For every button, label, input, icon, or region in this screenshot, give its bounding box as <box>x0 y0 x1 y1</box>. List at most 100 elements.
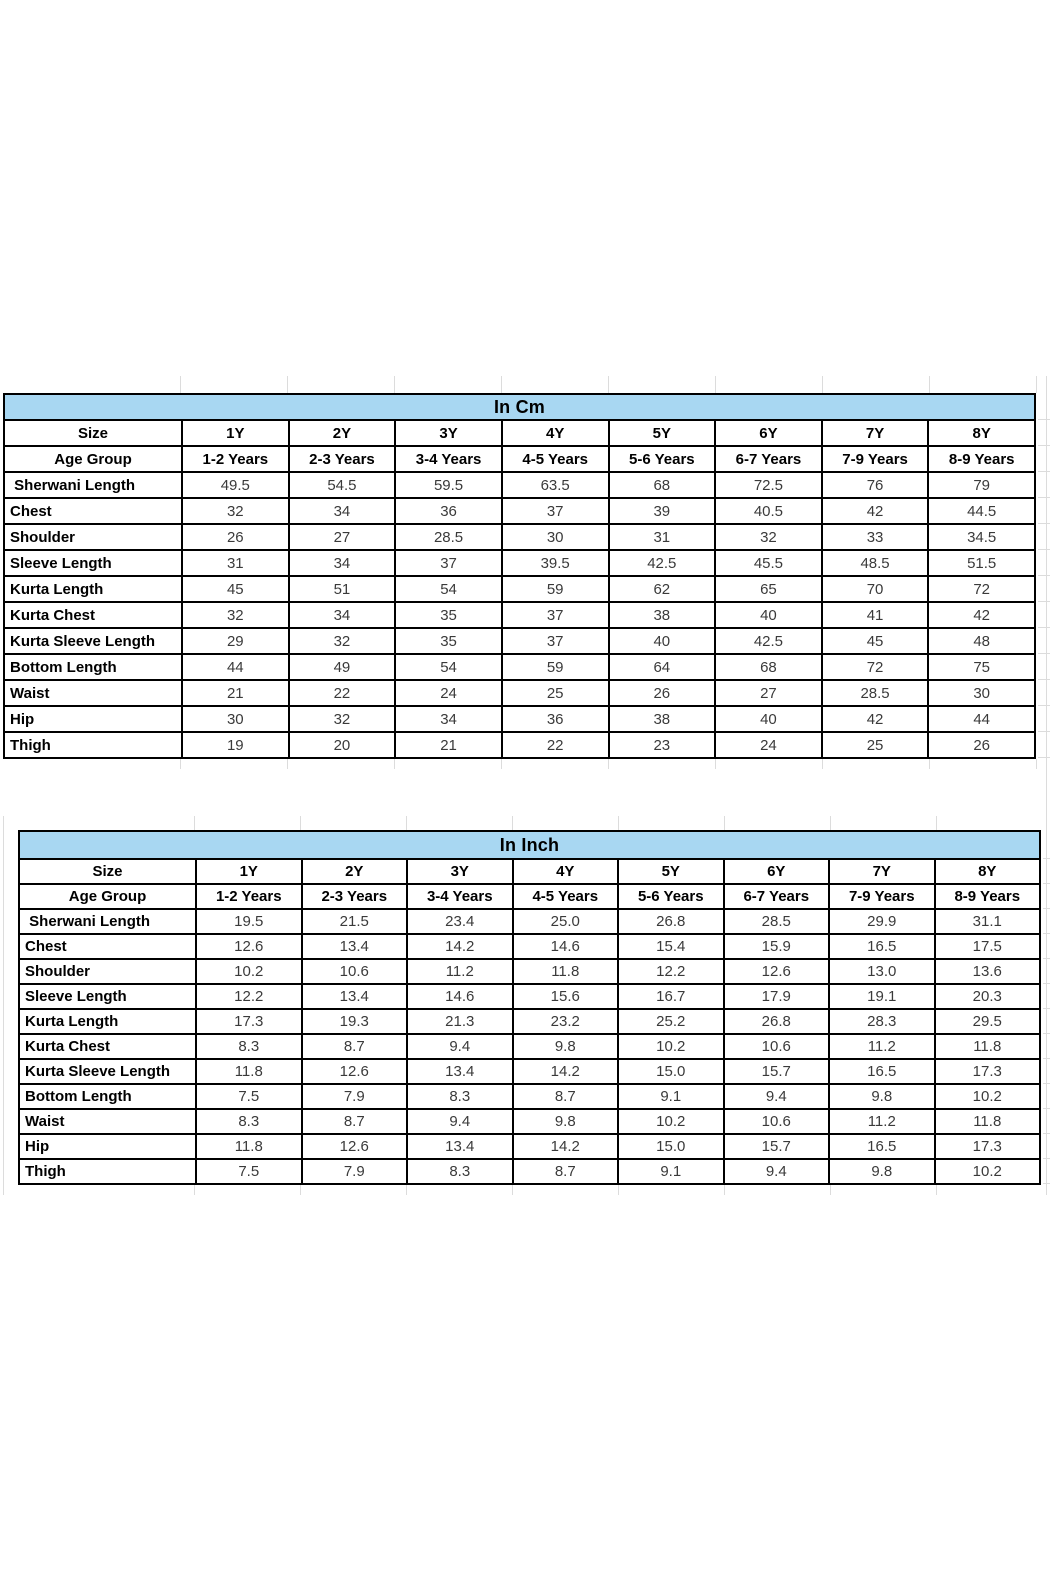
size-value-cell: 3Y <box>406 858 514 885</box>
measurement-value-cell: 7.5 <box>195 1158 303 1185</box>
measurement-value-cell: 13.4 <box>300 933 408 960</box>
size-value-cell: 8Y <box>927 419 1036 447</box>
size-row: Size 1Y 2Y 3Y 4Y 5Y 6Y 7Y 8Y <box>3 419 1036 447</box>
measurement-value-cell: 40.5 <box>714 497 823 525</box>
gridline-ticks-above-inch-table <box>194 816 1042 830</box>
measurement-value-cell: 48 <box>927 627 1036 655</box>
measurement-value-cell: 8.3 <box>195 1033 303 1060</box>
age-group-value-cell: 3-4 Years <box>394 445 503 473</box>
size-value-cell: 1Y <box>195 858 303 885</box>
measurement-value-cell: 14.2 <box>406 933 514 960</box>
measurement-value-cell: 9.4 <box>406 1108 514 1135</box>
measurement-value-cell: 75 <box>927 653 1036 681</box>
measurement-value-cell: 13.4 <box>406 1133 514 1160</box>
measurement-value-cell: 8.7 <box>511 1083 619 1110</box>
measurement-value-cell: 23 <box>607 731 717 759</box>
measurement-label-cell: Waist <box>18 1108 197 1135</box>
measurement-value-cell: 40 <box>607 627 717 655</box>
measurement-value-cell: 16.5 <box>828 1133 936 1160</box>
measurement-value-cell: 30 <box>927 679 1036 707</box>
measurement-value-cell: 30 <box>500 523 610 551</box>
age-group-label-cell: Age Group <box>18 883 197 910</box>
measurement-value-cell: 8.7 <box>511 1158 619 1185</box>
size-value-cell: 1Y <box>181 419 290 447</box>
measurement-value-cell: 14.6 <box>511 933 619 960</box>
measurement-value-cell: 13.0 <box>828 958 936 985</box>
measurement-value-cell: 37 <box>394 549 503 577</box>
age-group-value-cell: 2-3 Years <box>300 883 408 910</box>
measurement-value-cell: 9.8 <box>828 1158 936 1185</box>
measurement-value-cell: 42 <box>820 497 930 525</box>
size-value-cell: 7Y <box>820 419 930 447</box>
measurement-label-cell: Hip <box>3 705 183 733</box>
measurement-value-cell: 11.8 <box>195 1133 303 1160</box>
measurement-value-cell: 11.8 <box>933 1108 1041 1135</box>
measurement-value-cell: 25 <box>500 679 610 707</box>
measurement-value-cell: 34 <box>394 705 503 733</box>
measurement-value-cell: 12.6 <box>195 933 303 960</box>
age-group-row: Age Group 1-2 Years 2-3 Years 3-4 Years 4-5 … <box>18 883 1041 910</box>
size-value-cell: 6Y <box>714 419 823 447</box>
measurement-value-cell: 13.4 <box>406 1058 514 1085</box>
measurement-label-cell: Shoulder <box>3 523 183 551</box>
measurement-label-cell: Thigh <box>18 1158 197 1185</box>
measurement-label-cell: Sleeve Length <box>3 549 183 577</box>
measurement-value-cell: 40 <box>714 601 823 629</box>
size-value-cell: 7Y <box>828 858 936 885</box>
measurement-value-cell: 7.9 <box>300 1158 408 1185</box>
measurement-value-cell: 32 <box>287 705 397 733</box>
measurement-value-cell: 35 <box>394 627 503 655</box>
age-group-value-cell: 7-9 Years <box>828 883 936 910</box>
measurement-value-cell: 9.1 <box>617 1083 725 1110</box>
measurement-value-cell: 9.4 <box>406 1033 514 1060</box>
size-label-cell: Size <box>18 858 197 885</box>
measurement-label-cell: Kurta Sleeve Length <box>18 1058 197 1085</box>
measurement-label-cell: Kurta Length <box>3 575 183 603</box>
age-group-value-cell: 2-3 Years <box>287 445 397 473</box>
measurement-value-cell: 45 <box>820 627 930 655</box>
measurement-value-cell: 39.5 <box>500 549 610 577</box>
measurement-label-cell: Chest <box>3 497 183 525</box>
measurement-value-cell: 37 <box>500 627 610 655</box>
measurement-value-cell: 15.4 <box>617 933 725 960</box>
measurement-value-cell: 49.5 <box>181 471 290 499</box>
measurement-value-cell: 44 <box>181 653 290 681</box>
measurement-value-cell: 65 <box>714 575 823 603</box>
measurement-row: Sleeve Length 12.2 13.4 14.6 15.6 16.7 17.9 19.… <box>18 983 1041 1010</box>
measurement-value-cell: 63.5 <box>500 471 610 499</box>
measurement-row: Chest 32 34 36 37 39 40.5 42 44.5 <box>3 497 1036 525</box>
measurement-value-cell: 34 <box>287 549 397 577</box>
measurement-label-cell: Sleeve Length <box>18 983 197 1010</box>
measurement-value-cell: 26 <box>927 731 1036 759</box>
measurement-value-cell: 17.9 <box>722 983 830 1010</box>
measurement-value-cell: 29.9 <box>828 908 936 935</box>
measurement-value-cell: 68 <box>607 471 717 499</box>
measurement-value-cell: 10.2 <box>617 1033 725 1060</box>
measurement-value-cell: 32 <box>181 601 290 629</box>
age-group-value-cell: 5-6 Years <box>617 883 725 910</box>
measurement-value-cell: 10.2 <box>933 1158 1041 1185</box>
age-group-label-cell: Age Group <box>3 445 183 473</box>
measurement-row: Chest 12.6 13.4 14.2 14.6 15.4 15.9 16.5 17.5 <box>18 933 1041 960</box>
measurement-value-cell: 15.9 <box>722 933 830 960</box>
age-group-value-cell: 8-9 Years <box>927 445 1036 473</box>
measurement-value-cell: 28.5 <box>394 523 503 551</box>
measurement-label-cell: Sherwani Length <box>3 471 183 499</box>
measurement-value-cell: 30 <box>181 705 290 733</box>
measurement-value-cell: 12.2 <box>195 983 303 1010</box>
measurement-value-cell: 29.5 <box>933 1008 1041 1035</box>
measurement-label-cell: Shoulder <box>18 958 197 985</box>
measurement-value-cell: 11.8 <box>511 958 619 985</box>
measurement-value-cell: 59.5 <box>394 471 503 499</box>
measurement-value-cell: 42 <box>820 705 930 733</box>
measurement-value-cell: 9.1 <box>617 1158 725 1185</box>
measurement-value-cell: 9.4 <box>722 1083 830 1110</box>
measurement-value-cell: 22 <box>287 679 397 707</box>
age-group-value-cell: 4-5 Years <box>511 883 619 910</box>
size-value-cell: 3Y <box>394 419 503 447</box>
measurement-value-cell: 28.5 <box>722 908 830 935</box>
measurement-value-cell: 26.8 <box>617 908 725 935</box>
age-group-row: Age Group 1-2 Years 2-3 Years 3-4 Years 4-5 … <box>3 445 1036 473</box>
measurement-value-cell: 68 <box>714 653 823 681</box>
